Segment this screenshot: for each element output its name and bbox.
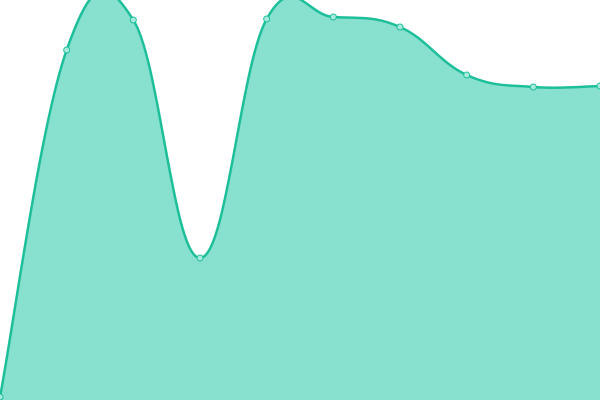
data-point-3 <box>196 254 204 262</box>
data-points <box>0 13 600 400</box>
data-point-7 <box>463 71 471 79</box>
data-point-0 <box>0 393 4 400</box>
data-point-4 <box>263 15 271 23</box>
data-point-1 <box>63 46 71 54</box>
data-point-6 <box>396 23 404 31</box>
data-point-9 <box>596 82 600 90</box>
data-point-8 <box>529 83 537 91</box>
data-point-2 <box>129 16 137 24</box>
data-point-5 <box>329 13 337 21</box>
